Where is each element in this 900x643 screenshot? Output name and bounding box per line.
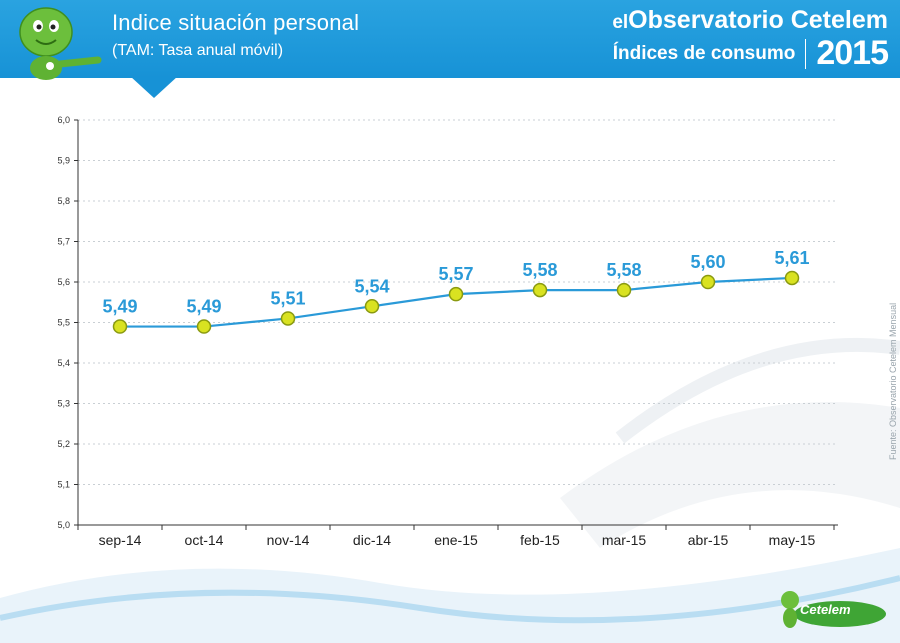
data-label: 5,61 [774,248,809,268]
data-label: 5,49 [102,297,137,317]
background-swoosh [0,337,900,643]
y-axis-ticks: 5,0 5,1 5,2 5,3 5,4 5,5 5,6 5,7 5,8 5,9 6,0 [57,115,78,530]
y-tick-label: 6,0 [57,115,70,125]
chart-subtitle: (TAM: Tasa anual móvil) [112,42,284,59]
y-tick-label: 5,9 [57,156,70,166]
logo-text: Cetelem [800,602,851,617]
brand-name: elObservatorio Cetelem [612,6,888,35]
x-tick-label: feb-15 [520,532,560,548]
x-tick-label: ene-15 [434,532,478,548]
data-label: 5,49 [186,297,221,317]
x-tick-label: dic-14 [353,532,391,548]
line-chart: 5,0 5,1 5,2 5,3 5,4 5,5 5,6 5,7 5,8 5,9 6,0 sep-14… [57,115,838,548]
y-tick-label: 5,4 [57,358,70,368]
grid-lines [78,119,838,485]
data-label: 5,57 [438,264,473,284]
chart-title: Indice situación personal [112,10,360,35]
data-point [112,319,128,334]
data-points [112,270,800,334]
y-tick-label: 5,0 [57,520,70,530]
data-point [784,270,800,286]
source-note: Fuente: Observatorio Cetelem Mensual [888,302,898,460]
y-tick-label: 5,7 [57,237,70,247]
y-tick-label: 5,2 [57,439,70,449]
data-label: 5,58 [606,260,641,280]
brand-title: Observatorio Cetelem [628,6,888,34]
data-point [700,274,716,290]
y-tick-label: 5,5 [57,318,70,328]
data-label: 5,60 [690,252,725,272]
x-tick-label: abr-15 [688,532,729,548]
x-tick-label: nov-14 [267,532,310,548]
data-labels: 5,49 5,49 5,51 5,54 5,57 5,58 5,58 5,60 5,61 [102,248,809,317]
x-tick-label: mar-15 [602,532,647,548]
header-pointer [130,76,178,98]
cetelem-logo-icon [781,591,886,628]
brand-year: 2015 [816,34,889,72]
brand-subtitle: Índices de consumo [612,42,796,64]
y-tick-label: 5,8 [57,196,70,206]
brand-prefix: el [612,12,629,33]
y-tick-label: 5,6 [57,277,70,287]
x-axis-ticks: sep-14 oct-14 nov-14 dic-14 ene-15 feb-15 mar-… [77,525,835,548]
data-point [532,282,548,298]
y-tick-label: 5,1 [57,480,70,490]
brand-line: Índices de consumo 2015 [612,34,889,73]
y-tick-label: 5,3 [57,399,70,409]
x-tick-label: may-15 [769,532,816,548]
data-point [448,286,464,302]
data-label: 5,54 [354,276,389,296]
data-point [364,299,380,314]
brand-separator [805,38,807,69]
mascot-icon [19,7,102,80]
data-label: 5,51 [270,288,305,308]
x-tick-label: oct-14 [185,532,224,548]
data-point [196,319,212,334]
data-label: 5,58 [522,260,557,280]
data-point [280,311,296,326]
data-point [616,282,632,298]
header-banner [0,0,900,78]
x-tick-label: sep-14 [99,532,142,548]
